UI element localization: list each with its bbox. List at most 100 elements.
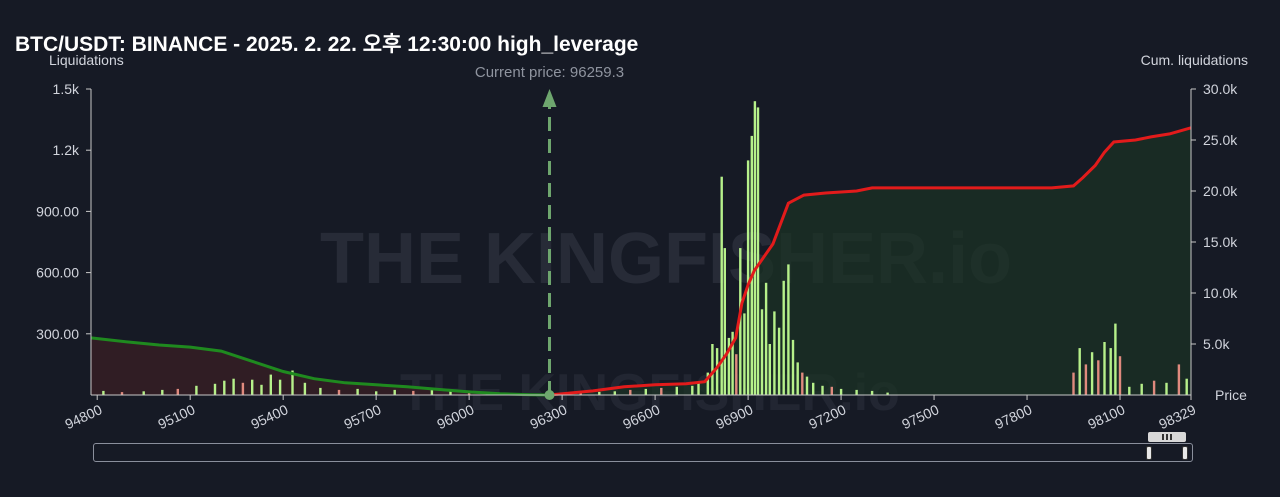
- y-tick-label: 900.00: [36, 203, 79, 219]
- liquidation-bar: [213, 383, 217, 395]
- chart-title: BTC/USDT: BINANCE - 2025. 2. 22. 오후 12:3…: [15, 33, 639, 56]
- liquidation-bar: [791, 339, 795, 395]
- y2-axis-title: Cum. liquidations: [1140, 52, 1248, 68]
- liquidation-bar: [579, 392, 582, 395]
- liquidation-bar: [629, 389, 632, 395]
- liquidation-bar: [319, 387, 322, 395]
- liquidation-bar: [1140, 383, 1143, 395]
- liquidation-bar: [1097, 360, 1100, 395]
- cum-long-line: [90, 336, 550, 397]
- x-tick-label: 97800: [992, 401, 1034, 432]
- liquidation-bar: [768, 344, 771, 395]
- current-price-dot: [544, 390, 555, 400]
- liquidation-bar: [260, 384, 263, 395]
- cum-long-area: [91, 337, 550, 395]
- liquidation-bar: [1177, 364, 1181, 395]
- liquidation-bar: [644, 388, 647, 395]
- y-tick-label: 1.2k: [53, 142, 80, 158]
- y-tick-label: 300.00: [36, 326, 79, 342]
- liquidation-bar: [777, 327, 781, 395]
- liquidation-bar: [223, 380, 226, 395]
- liquidation-bar: [764, 282, 768, 395]
- liquidation-bar: [1103, 342, 1106, 395]
- liquidation-bar: [393, 389, 396, 395]
- liquidation-bar: [711, 344, 714, 395]
- liquidation-bar: [1084, 364, 1088, 395]
- liquidation-bar: [251, 379, 254, 395]
- cum-short-area: [549, 127, 1191, 396]
- current-price-label: Current price: 96259.3: [475, 64, 624, 81]
- liquidation-bar: [760, 309, 764, 395]
- x-tick-label: 94800: [62, 401, 104, 432]
- liquidation-chart[interactable]: THE KINGFISHER.io THE KINGFISHER.io 1.5k…: [0, 0, 1280, 440]
- x-tick-label: 95100: [155, 401, 197, 432]
- liquidation-bar: [855, 389, 858, 395]
- liquidation-bar: [773, 311, 776, 395]
- liquidation-bar: [1090, 352, 1094, 395]
- y-tick-label: 600.00: [36, 265, 79, 281]
- liquidation-bar: [337, 389, 341, 395]
- y2-tick-label: 5.0k: [1203, 336, 1230, 352]
- liquidation-bar: [613, 391, 616, 395]
- liquidation-bar: [161, 389, 164, 395]
- liquidation-bar: [743, 313, 746, 395]
- liquidation-bar: [467, 391, 471, 395]
- liquidation-bar: [303, 382, 307, 395]
- liquidation-bar: [278, 379, 282, 395]
- y-axis-title: Liquidations: [49, 52, 124, 68]
- liquidation-bar: [375, 391, 378, 395]
- liquidation-bar: [430, 388, 434, 395]
- liquidation-bar: [787, 264, 790, 395]
- liquidation-bar: [801, 372, 804, 395]
- liquidation-bar: [412, 390, 415, 395]
- liquidation-bar: [821, 385, 824, 395]
- liquidation-bar: [291, 370, 294, 395]
- y2-tick-label: 15.0k: [1203, 234, 1238, 250]
- liquidation-bar: [723, 248, 726, 395]
- liquidation-bar: [356, 388, 359, 395]
- liquidation-bar: [102, 390, 105, 395]
- liquidation-bar: [805, 376, 809, 395]
- liquidation-bar: [839, 388, 843, 395]
- liquidation-bar: [176, 388, 179, 395]
- liquidation-bar: [735, 354, 738, 395]
- y-tick-label: 1.5k: [53, 81, 80, 97]
- cum-short-line: [549, 126, 1192, 397]
- liquidation-bar: [195, 385, 198, 395]
- liquidation-bar: [731, 331, 734, 395]
- liquidation-bar: [746, 160, 750, 395]
- current-price-arrow: [542, 89, 557, 107]
- liquidation-bar: [739, 248, 742, 395]
- liquidation-bar: [269, 374, 272, 395]
- liquidation-bar: [449, 390, 452, 395]
- liquidation-bar: [598, 391, 601, 395]
- liquidation-bar: [812, 382, 815, 395]
- liquidation-bar: [142, 391, 145, 395]
- x-tick-label: 98100: [1085, 401, 1127, 432]
- liquidation-bar: [796, 362, 799, 395]
- liquidation-bar: [706, 372, 709, 395]
- navigator-grip[interactable]: [1148, 432, 1186, 442]
- liquidation-bar: [1152, 380, 1156, 395]
- liquidation-bar: [1109, 348, 1112, 395]
- x-tick-label: 98329: [1156, 401, 1198, 432]
- liquidation-bar: [1128, 386, 1131, 395]
- liquidation-bar: [756, 107, 760, 396]
- liquidation-bar: [870, 390, 874, 395]
- liquidation-bar: [1165, 382, 1168, 395]
- liquidation-bar: [232, 378, 235, 395]
- liquidation-bar: [691, 385, 694, 395]
- x-axis-label: Price: [1215, 387, 1247, 403]
- liquidation-bar: [830, 386, 833, 395]
- navigator-right-handle[interactable]: [1182, 446, 1188, 460]
- range-navigator[interactable]: [93, 443, 1193, 462]
- y2-tick-label: 30.0k: [1203, 81, 1238, 97]
- x-tick-label: 97500: [899, 401, 941, 432]
- liquidation-bar: [120, 392, 124, 395]
- navigator-left-handle[interactable]: [1146, 446, 1152, 460]
- x-tick-label: 95700: [341, 401, 383, 432]
- liquidation-bar: [1185, 378, 1188, 395]
- liquidation-bar: [1114, 323, 1117, 395]
- liquidation-bar: [1078, 348, 1081, 395]
- liquidation-bar: [720, 176, 723, 395]
